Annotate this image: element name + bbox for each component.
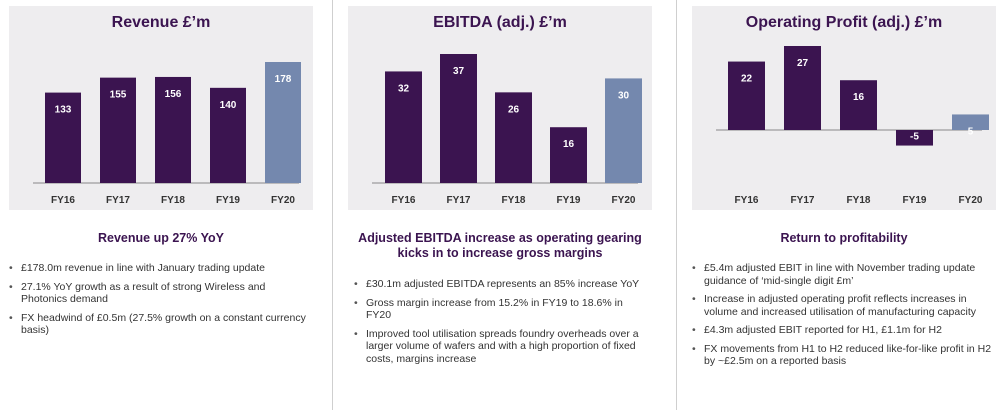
bullet-list: £30.1m adjusted EBITDA represents an 85%… — [354, 278, 650, 371]
data-label: -5 — [910, 132, 919, 143]
bullet-item: Increase in adjusted operating profit re… — [692, 293, 1000, 318]
bullet-item: Improved tool utilisation spreads foundr… — [354, 328, 650, 366]
data-label: 178 — [275, 74, 292, 85]
data-label: 133 — [55, 105, 72, 116]
bar-fy17 — [100, 77, 136, 183]
x-tick-label: FY19 — [216, 195, 240, 206]
bullet-item: Gross margin increase from 15.2% in FY19… — [354, 297, 650, 322]
x-tick-label: FY16 — [735, 195, 759, 206]
x-tick-label: FY18 — [502, 195, 526, 206]
operating-profit-chart: Operating Profit (adj.) £’m 22 FY16 27 FY17… — [692, 6, 996, 210]
bar-fy19 — [896, 130, 933, 146]
data-label: 16 — [853, 92, 865, 103]
x-tick-label: FY17 — [106, 195, 130, 206]
divider — [332, 0, 333, 410]
data-label: 27 — [797, 58, 809, 69]
bar-fy16 — [385, 71, 422, 183]
chart-title: Operating Profit (adj.) £’m — [745, 14, 943, 31]
bullet-item: £4.3m adjusted EBIT reported for H1, £1.… — [692, 324, 1000, 337]
data-label: 156 — [165, 89, 182, 100]
bullet-list: £5.4m adjusted EBIT in line with Novembe… — [692, 262, 1000, 374]
bar-fy16 — [45, 92, 81, 183]
bullet-item: £5.4m adjusted EBIT in line with Novembe… — [692, 262, 1000, 287]
x-tick-label: FY19 — [557, 195, 581, 206]
section-heading: Revenue up 27% YoY — [98, 231, 224, 245]
bar-fy19 — [210, 87, 246, 183]
x-tick-label: FY16 — [51, 195, 75, 206]
revenue-panel: Revenue £’m 133 FY16 155 FY17 156 FY18 140 FY19… — [9, 0, 319, 410]
ebitda-panel: EBITDA (adj.) £’m 32 FY16 37 FY17 26 FY18 16 FY… — [348, 0, 658, 410]
bar-fy19 — [550, 127, 587, 183]
bullet-item: £30.1m adjusted EBITDA represents an 85%… — [354, 278, 650, 291]
bar-fy18 — [840, 80, 877, 130]
bullet-list: £178.0m revenue in line with January tra… — [9, 262, 309, 343]
ebitda-chart-plot: 32 FY16 37 FY17 26 FY18 16 FY19 30 FY20 — [372, 54, 642, 206]
bar-fy20 — [952, 114, 989, 130]
bullet-item: FX headwind of £0.5m (27.5% growth on a … — [9, 312, 309, 337]
section-heading: Adjusted EBITDA increase as operating ge… — [358, 231, 642, 260]
bar-fy18 — [155, 76, 191, 183]
operating-profit-chart-plot: 22 FY16 27 FY17 16 FY18 -5 FY19 5 FY20 — [716, 46, 989, 206]
bar-fy20 — [605, 78, 642, 183]
revenue-chart: Revenue £’m 133 FY16 155 FY17 156 FY18 140 FY19… — [9, 6, 313, 210]
bullet-item: FX movements from H1 to H2 reduced like-… — [692, 343, 1000, 368]
bullet-item: 27.1% YoY growth as a result of strong W… — [9, 281, 309, 306]
data-label: 140 — [220, 100, 237, 111]
x-tick-label: FY20 — [959, 195, 983, 206]
bullet-item: £178.0m revenue in line with January tra… — [9, 262, 309, 275]
bar-fy17 — [784, 46, 821, 130]
data-label: 16 — [563, 139, 575, 150]
data-label: 22 — [741, 74, 753, 85]
bar-fy16 — [728, 61, 765, 130]
bar-fy18 — [495, 92, 532, 183]
data-label: 26 — [508, 104, 520, 115]
x-tick-label: FY17 — [791, 195, 815, 206]
data-label: 5 — [968, 126, 974, 137]
chart-title: Revenue £’m — [111, 14, 211, 31]
chart-title: EBITDA (adj.) £’m — [433, 14, 567, 31]
data-label: 155 — [110, 90, 127, 101]
x-tick-label: FY17 — [447, 195, 471, 206]
x-tick-label: FY20 — [612, 195, 636, 206]
data-label: 30 — [618, 90, 630, 101]
operating-profit-panel: Operating Profit (adj.) £’m 22 FY16 27 FY17… — [692, 0, 1002, 410]
section-heading: Return to profitability — [780, 231, 908, 245]
bar-fy17 — [440, 54, 477, 183]
revenue-chart-plot: 133 FY16 155 FY17 156 FY18 140 FY19 178 FY20 — [33, 62, 301, 206]
x-tick-label: FY19 — [903, 195, 927, 206]
x-tick-label: FY20 — [271, 195, 295, 206]
x-tick-label: FY16 — [392, 195, 416, 206]
data-label: 32 — [398, 83, 410, 94]
bar-fy20 — [265, 62, 301, 183]
data-label: 37 — [453, 66, 465, 77]
x-tick-label: FY18 — [161, 195, 185, 206]
x-tick-label: FY18 — [847, 195, 871, 206]
ebitda-chart: EBITDA (adj.) £’m 32 FY16 37 FY17 26 FY18 16 FY… — [348, 6, 652, 210]
divider — [676, 0, 677, 410]
